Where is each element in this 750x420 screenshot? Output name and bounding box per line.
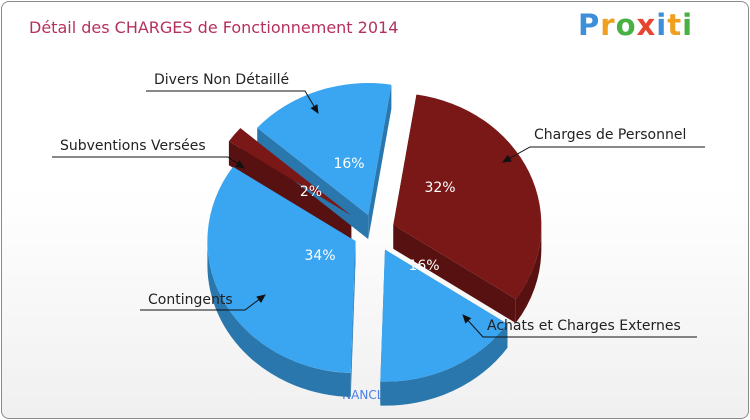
pie-slice-wall — [368, 84, 392, 240]
slice-category-label: Achats et Charges Externes — [487, 318, 681, 334]
leader-line — [502, 146, 705, 163]
leader-line — [146, 90, 319, 114]
pie-slice — [393, 94, 542, 300]
pie-slice-wall — [257, 127, 369, 240]
slice-percentage-label: 16% — [408, 258, 439, 274]
slice-percentage-label: 32% — [424, 180, 455, 196]
pie-slice — [207, 166, 356, 373]
logo-letter: r — [600, 8, 616, 42]
proxiti-logo: Proxiti — [578, 8, 693, 42]
logo-letter: P — [578, 8, 601, 42]
pie-slice-wall — [350, 240, 356, 397]
slice-category-label: Charges de Personnel — [534, 127, 686, 143]
logo-letter: i — [682, 8, 694, 42]
slice-percentage-label: 34% — [304, 248, 335, 264]
pie-slice — [228, 128, 352, 216]
pie-slice — [380, 249, 508, 382]
slice-top-layer — [207, 83, 542, 382]
slice-category-label: Subventions Versées — [60, 138, 206, 154]
pie-slice — [257, 83, 392, 216]
slice-category-label: Divers Non Détaillé — [154, 72, 289, 88]
leader-line — [140, 294, 266, 311]
slice-percentage-label: 16% — [333, 156, 364, 172]
chart-title: Détail des CHARGES de Fonctionnement 201… — [29, 18, 399, 37]
pie-slice-depth — [515, 224, 542, 324]
logo-letter: t — [667, 8, 683, 42]
pie-slice-wall — [393, 224, 516, 324]
leader-line — [52, 156, 245, 169]
leader-line — [462, 314, 697, 338]
pie-slice-depth — [380, 323, 508, 406]
pie-slice-depth — [207, 240, 351, 397]
slice-label-layer: 32% 16% 34% 2% 16% Charges de Personnel Achats… — [52, 72, 705, 338]
logo-letter: o — [615, 8, 637, 42]
logo-letter: i — [656, 8, 668, 42]
slice-percentage-label: 2% — [300, 184, 322, 200]
slice-category-label: Contingents — [148, 292, 233, 308]
logo-letter: x — [636, 8, 657, 42]
